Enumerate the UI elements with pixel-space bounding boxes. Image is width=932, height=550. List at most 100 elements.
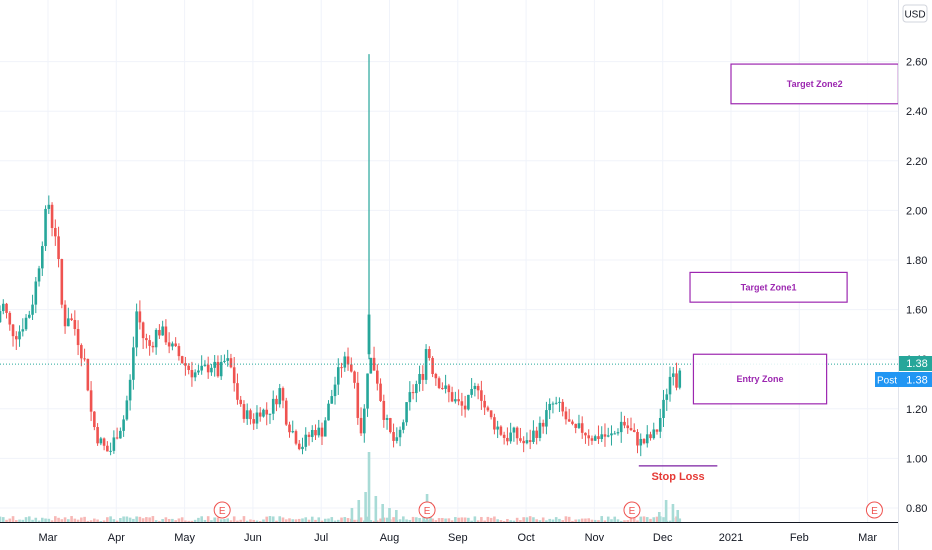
volume-bar [330, 517, 334, 522]
candle-body [554, 402, 558, 404]
volume-bar [561, 520, 564, 522]
candle-body [626, 425, 630, 429]
volume-bar [70, 516, 73, 522]
volume-bar [642, 516, 646, 522]
volume-bar [223, 519, 226, 522]
candle-body [125, 400, 129, 420]
candle-body [398, 429, 402, 438]
candle-body [63, 304, 67, 327]
volume-bar [535, 519, 538, 522]
volume-bar [18, 519, 21, 522]
volume-bar [346, 518, 350, 522]
candle-body [340, 367, 343, 369]
volume-bar [580, 518, 584, 522]
volume-bar [271, 516, 275, 522]
candle-body [655, 429, 659, 432]
volume-bar [229, 520, 233, 522]
volume-bar [584, 518, 587, 522]
volume-bar [96, 519, 99, 522]
candle-body [356, 382, 360, 418]
volume-bar [317, 517, 321, 522]
candle-body [106, 445, 109, 452]
candle-body [577, 423, 581, 428]
candle-body [278, 388, 282, 405]
candlesticks [0, 54, 682, 457]
candle-body [304, 434, 308, 447]
x-tick-label: Mar [858, 532, 877, 544]
candle-body [629, 428, 633, 431]
earnings-marker[interactable]: E [213, 501, 231, 519]
zone-box [692, 353, 828, 405]
candle-body [119, 430, 122, 439]
volume-bar [372, 520, 376, 522]
volume-bar [314, 519, 317, 522]
candle-body [473, 385, 477, 390]
candle-body [616, 432, 620, 434]
y-tick-label: 1.80 [906, 255, 927, 267]
time-axis[interactable]: Mar Apr May Jun Jul Aug Sep Oct Nov Dec 2021 Feb Mar [39, 532, 878, 544]
candle-body [545, 410, 548, 427]
candle-body [502, 434, 506, 438]
candle-body [613, 433, 617, 435]
y-tick-label: 2.00 [906, 205, 927, 217]
volume-bar-spike [671, 504, 675, 522]
currency-badge[interactable]: USD [902, 4, 928, 23]
candle-body [96, 427, 99, 444]
candle-body [515, 427, 519, 439]
volume-bar [450, 520, 454, 522]
volume-bar [405, 519, 408, 522]
volume-bar [645, 517, 649, 522]
candle-body [232, 367, 236, 384]
volume-bar [603, 520, 607, 522]
volume-bar [284, 519, 288, 522]
volume-bar [47, 518, 51, 522]
volume-bar [258, 520, 262, 522]
earnings-marker[interactable]: E [623, 501, 641, 519]
candle-body [558, 401, 561, 403]
volume-bar [236, 520, 239, 522]
volume-bar [291, 519, 295, 522]
y-tick-label: 1.20 [906, 404, 927, 416]
candle-body [27, 314, 31, 318]
candle-body [219, 361, 223, 377]
volume-bar [0, 516, 2, 522]
volume-bar [632, 517, 636, 522]
candle-body [346, 356, 350, 365]
candle-body [382, 400, 386, 420]
candle-body [203, 364, 207, 366]
volume-bars [0, 452, 682, 522]
candle-body [50, 204, 54, 228]
volume-bar-spike [374, 496, 378, 522]
candle-body [496, 426, 499, 430]
volume-bar [132, 518, 135, 522]
price-axis[interactable]: 0.801.001.201.401.601.802.002.202.402.60 [906, 57, 927, 515]
volume-bar [480, 516, 483, 522]
volume-bar [161, 519, 164, 522]
volume-bar-spike [657, 512, 661, 522]
volume-bar [512, 520, 516, 522]
volume-bar [626, 520, 630, 522]
candle-body [242, 404, 246, 419]
volume-bar [93, 518, 96, 522]
candle-body [323, 420, 327, 437]
candle-body [636, 431, 639, 446]
candle-body [158, 329, 161, 336]
earnings-marker[interactable]: E [418, 501, 436, 519]
candle-body [161, 326, 164, 336]
post-market-label: Post [877, 376, 897, 387]
post-market-badge: Post 1.38 [875, 372, 932, 387]
volume-bar [83, 516, 86, 522]
candle-body [385, 418, 389, 420]
candle-body [600, 434, 604, 440]
candle-body [297, 443, 301, 450]
candle-body [307, 434, 311, 437]
volume-bar [434, 520, 438, 522]
volume-bar [662, 517, 665, 522]
candle-body [441, 388, 444, 390]
volume-bar [167, 519, 171, 522]
volume-bar [610, 519, 613, 522]
candle-body [480, 390, 483, 401]
candle-body [0, 311, 2, 323]
earnings-marker[interactable]: E [865, 501, 883, 519]
